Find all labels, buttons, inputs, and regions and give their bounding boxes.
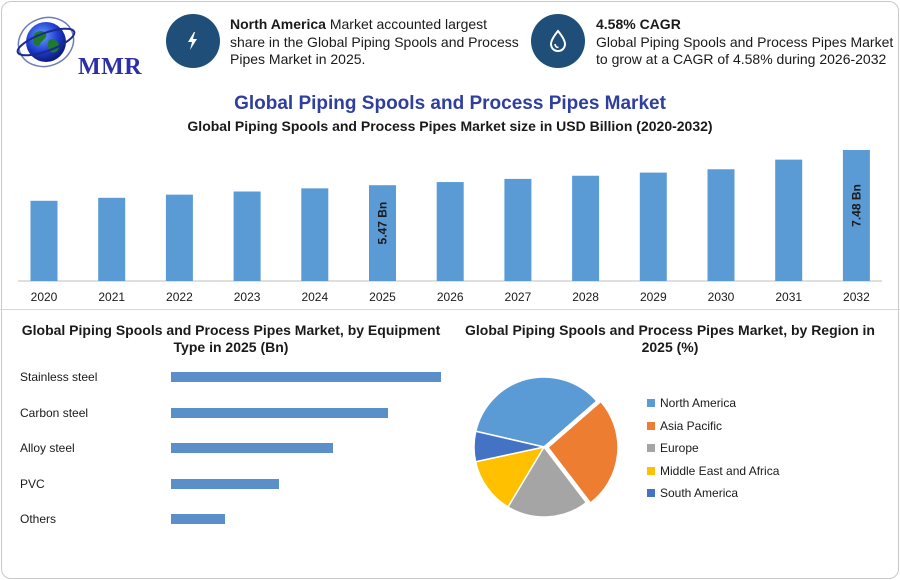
bar-2032 (842, 150, 870, 281)
bar-2021 (98, 197, 126, 281)
legend-swatch (647, 489, 655, 497)
equipment-bar (171, 514, 225, 524)
bar-2026 (436, 182, 464, 281)
pie-slice-europe (506, 445, 588, 518)
equipment-chart-title: Global Piping Spools and Process Pipes M… (21, 322, 441, 355)
pie-slice-north-america (474, 376, 598, 448)
droplet-icon (531, 14, 585, 68)
info-cagr-highlight: 4.58% CAGR (596, 16, 681, 32)
legend-label: South America (660, 486, 739, 500)
equipment-bar (171, 372, 441, 382)
x-tick-label: 2029 (640, 290, 667, 304)
info-north-america: North America Market accounted largest s… (230, 16, 520, 69)
x-tick-label: 2024 (301, 290, 328, 304)
bar-2024 (301, 188, 329, 281)
pie-slice-asia-pacific (546, 400, 618, 505)
section-divider (0, 309, 900, 310)
legend-label: Asia Pacific (660, 418, 723, 433)
logo-text: MMR (78, 54, 143, 80)
bar-chart-title: Global Piping Spools and Process Pipes M… (187, 118, 713, 134)
x-tick-label: 2025 (369, 290, 396, 304)
x-tick-label: 2021 (98, 290, 125, 304)
bar-2022 (165, 194, 193, 281)
equipment-label: PVC (20, 476, 45, 491)
data-label: 7.48 Bn (849, 184, 863, 227)
legend-swatch (647, 444, 655, 452)
data-label: 5.47 Bn (376, 202, 390, 245)
legend-label: Middle East and Africa (660, 463, 780, 478)
x-tick-label: 2023 (234, 290, 261, 304)
bar-2029 (639, 172, 667, 281)
x-tick-label: 2032 (843, 290, 870, 304)
pie-slice-south-america (473, 430, 545, 463)
x-tick-label: 2022 (166, 290, 193, 304)
bar-2028 (572, 175, 600, 281)
bar-2023 (233, 191, 261, 281)
bar-2030 (707, 169, 735, 281)
legend-swatch (647, 399, 655, 407)
equipment-bar (171, 407, 388, 418)
header: MMR North America Market accounted large… (0, 0, 900, 80)
page-title: Global Piping Spools and Process Pipes M… (234, 93, 666, 114)
market-size-bar-chart: 2020 2021 2022 2023 2024 2025 5.47 Bn 2026 2027 2… (18, 150, 882, 304)
region-chart-title: Global Piping Spools and Process Pipes M… (465, 322, 875, 355)
legend-swatch (647, 421, 655, 430)
equipment-bar (171, 443, 333, 453)
bar-2031 (775, 159, 803, 281)
mmr-logo: MMR (16, 10, 146, 80)
globe-icon (16, 16, 76, 68)
x-tick-label: 2031 (775, 290, 802, 304)
info-north-america-highlight: North America (230, 16, 326, 32)
legend-swatch (647, 466, 655, 475)
x-tick-label: 2028 (572, 290, 599, 304)
x-tick-label: 2027 (505, 290, 532, 304)
x-tick-label: 2020 (31, 290, 58, 304)
bar-2020 (30, 200, 58, 281)
lightning-icon (166, 14, 220, 68)
equipment-bar (171, 478, 279, 489)
region-pie-chart (473, 376, 618, 518)
pie-slice-middle-east-and-africa (474, 445, 546, 509)
info-cagr-text: Global Piping Spools and Process Pipes M… (596, 33, 894, 68)
info-north-america-text: Market accounted largest share in the Gl… (230, 16, 519, 67)
equipment-label: Others (20, 512, 57, 526)
x-tick-label: 2026 (437, 290, 464, 304)
info-cagr: 4.58% CAGR Global Piping Spools and Proc… (596, 16, 896, 69)
equipment-label: Carbon steel (20, 405, 89, 420)
bar-2025 (369, 185, 396, 281)
equipment-label: Alloy steel (20, 441, 75, 455)
bar-2027 (504, 178, 532, 281)
legend-label: Europe (660, 441, 699, 455)
x-tick-label: 2030 (708, 290, 735, 304)
legend-label: North America (660, 396, 737, 410)
equipment-label: Stainless steel (20, 370, 98, 384)
